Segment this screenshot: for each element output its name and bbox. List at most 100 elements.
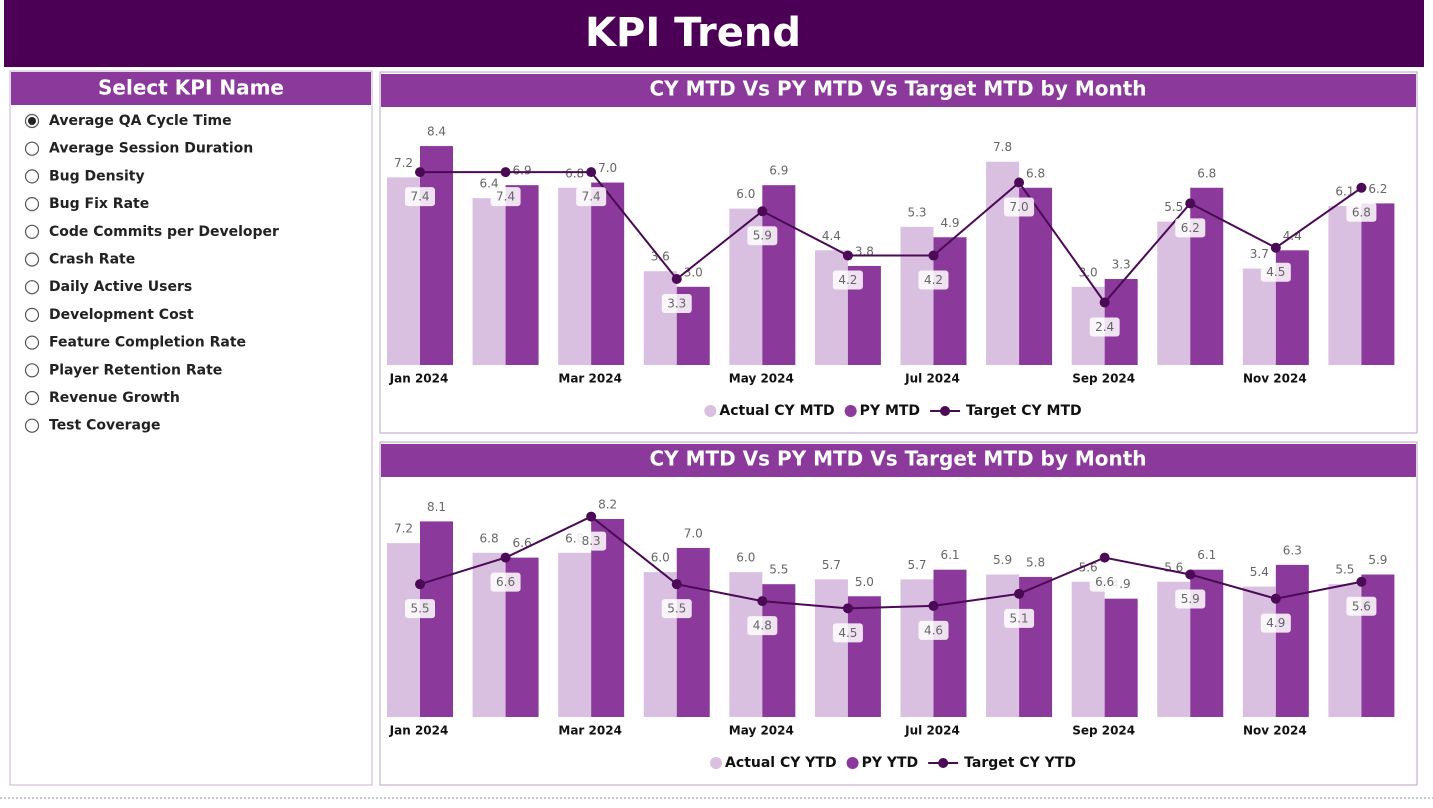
data-label: 3.0 — [1079, 265, 1098, 279]
data-label: 7.0 — [598, 161, 617, 175]
data-label: 5.9 — [753, 229, 772, 243]
data-label: 8.1 — [427, 500, 446, 514]
bar — [1242, 586, 1276, 717]
radio-button[interactable] — [24, 307, 40, 322]
bar — [1242, 268, 1276, 365]
bar — [643, 271, 677, 365]
data-label: 5.8 — [1026, 555, 1045, 569]
radio-button[interactable] — [24, 224, 40, 239]
target-point — [1185, 198, 1196, 209]
kpi-option[interactable]: Player Retention Rate — [49, 362, 222, 378]
legend-marker — [846, 757, 859, 769]
data-label: 2.4 — [1095, 320, 1114, 334]
bar — [1019, 187, 1053, 365]
data-label-box — [661, 293, 692, 313]
x-tick-label: Jan 2024 — [389, 724, 449, 738]
legend-label: PY MTD — [860, 403, 920, 419]
kpi-option[interactable]: Bug Density — [49, 168, 145, 184]
data-label: 6.1 — [1197, 548, 1216, 562]
data-label-box — [747, 226, 778, 246]
x-tick-label: Mar 2024 — [558, 372, 622, 386]
data-label-box — [832, 270, 863, 290]
data-label: 4.8 — [753, 619, 772, 633]
data-label-box — [661, 599, 692, 619]
radio-button[interactable] — [24, 335, 40, 350]
data-label: 5.5 — [667, 602, 686, 616]
kpi-option[interactable]: Average QA Cycle Time — [49, 113, 232, 129]
bar — [814, 250, 848, 365]
bar — [933, 237, 967, 365]
kpi-option[interactable]: Daily Active Users — [49, 279, 192, 295]
radio-button[interactable] — [24, 280, 40, 295]
legend: Actual CY YTD PY YTD Target CY YTD — [710, 755, 1076, 771]
kpi-option[interactable]: Crash Rate — [49, 252, 135, 268]
data-label-box — [1004, 608, 1035, 628]
data-label-box — [1346, 202, 1377, 222]
data-label-box — [405, 187, 435, 207]
radio-button[interactable] — [24, 418, 40, 433]
data-label: 4.4 — [822, 229, 841, 243]
x-tick-label: Jan 2024 — [389, 372, 449, 386]
data-label: 5.0 — [855, 575, 874, 589]
slicer-panel — [9, 70, 373, 786]
bar — [591, 182, 625, 365]
x-tick-label: Mar 2024 — [558, 724, 622, 738]
page-title: KPI Trend — [585, 10, 801, 56]
data-label: 4.2 — [838, 273, 857, 287]
radio-button[interactable] — [24, 141, 40, 156]
data-label: 5.5 — [1164, 200, 1183, 214]
legend-marker — [938, 758, 949, 768]
data-label: 8.4 — [427, 125, 446, 139]
data-label: 8.2 — [598, 497, 617, 511]
target-line — [419, 515, 1362, 610]
data-label: 6.6 — [496, 575, 515, 589]
legend: Actual CY MTD PY MTD Target CY MTD — [704, 403, 1082, 419]
bar — [762, 584, 796, 717]
radio-button[interactable] — [24, 169, 40, 184]
radio-button[interactable] — [24, 390, 40, 406]
target-point — [671, 273, 682, 284]
data-label: 5.3 — [907, 205, 926, 219]
kpi-option[interactable]: Test Coverage — [49, 418, 160, 434]
radio-button[interactable] — [24, 363, 40, 378]
x-tick-label: Sep 2024 — [1072, 372, 1135, 386]
data-label-box — [1175, 218, 1206, 238]
bar — [387, 177, 420, 365]
bar — [1104, 598, 1138, 717]
target-point — [1270, 242, 1281, 253]
target-point — [1099, 552, 1110, 563]
bar — [676, 547, 710, 717]
target-point — [415, 579, 425, 590]
data-label: 6.0 — [651, 551, 670, 565]
kpi-option[interactable]: Average Session Duration — [49, 141, 253, 157]
data-label: 6.6 — [1095, 575, 1114, 589]
kpi-option[interactable]: Code Commits per Developer — [49, 224, 279, 240]
data-label: 5.9 — [993, 553, 1012, 567]
chart-title: CY MTD Vs PY MTD Vs Target MTD by Month — [649, 447, 1146, 471]
kpi-option[interactable]: Development Cost — [49, 307, 194, 323]
legend-label: Actual CY YTD — [725, 755, 837, 771]
data-label: 6.8 — [1197, 166, 1216, 180]
radio-button[interactable] — [24, 197, 40, 212]
data-label: 3.6 — [651, 250, 670, 264]
data-label-box — [1175, 589, 1206, 609]
target-line — [420, 171, 1362, 305]
data-label: 4.9 — [1266, 616, 1285, 630]
data-label-box — [1089, 572, 1120, 592]
data-label-box — [405, 599, 435, 619]
kpi-option[interactable]: Bug Fix Rate — [49, 196, 149, 212]
title-bar — [4, 0, 1424, 67]
target-point — [586, 511, 597, 522]
kpi-option[interactable]: Feature Completion Rate — [49, 335, 246, 351]
chart-panel — [379, 71, 1418, 434]
bar — [1328, 206, 1362, 365]
data-label-box — [490, 572, 521, 592]
bar — [900, 226, 934, 365]
kpi-option[interactable]: Revenue Growth — [49, 390, 180, 406]
radio-button[interactable] — [24, 252, 40, 267]
data-label: 6.9 — [513, 164, 532, 178]
data-label: 7.0 — [684, 526, 703, 540]
data-label-box — [1260, 613, 1291, 633]
data-label: 7.8 — [993, 140, 1012, 154]
bar — [387, 543, 420, 717]
